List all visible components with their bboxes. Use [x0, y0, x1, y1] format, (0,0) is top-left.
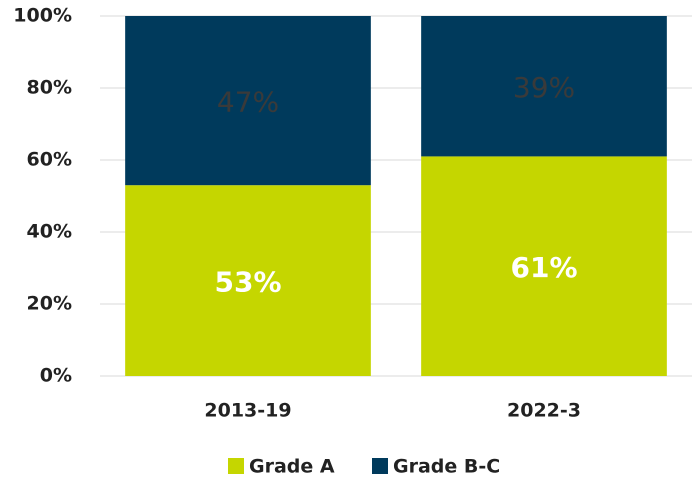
legend-label: Grade B-C	[393, 456, 500, 478]
y-tick-label: 60%	[27, 149, 72, 171]
value-label: 53%	[214, 266, 281, 299]
y-tick-label: 100%	[13, 5, 72, 27]
value-label: 39%	[513, 71, 575, 104]
y-tick-label: 20%	[27, 293, 72, 315]
y-tick-label: 80%	[27, 77, 72, 99]
legend-swatch	[228, 458, 244, 474]
bar-segment	[125, 185, 371, 376]
y-tick-label: 40%	[27, 221, 72, 243]
legend-label: Grade A	[249, 456, 335, 478]
x-tick-label: 2013-19	[204, 400, 291, 422]
value-label: 47%	[217, 86, 279, 119]
legend-swatch	[372, 458, 388, 474]
bar-segment	[421, 156, 667, 376]
bar-segment	[421, 16, 667, 157]
y-tick-label: 0%	[40, 365, 72, 387]
x-tick-label: 2022-3	[507, 400, 581, 422]
value-label: 61%	[510, 251, 577, 284]
bar-segment	[125, 16, 371, 186]
